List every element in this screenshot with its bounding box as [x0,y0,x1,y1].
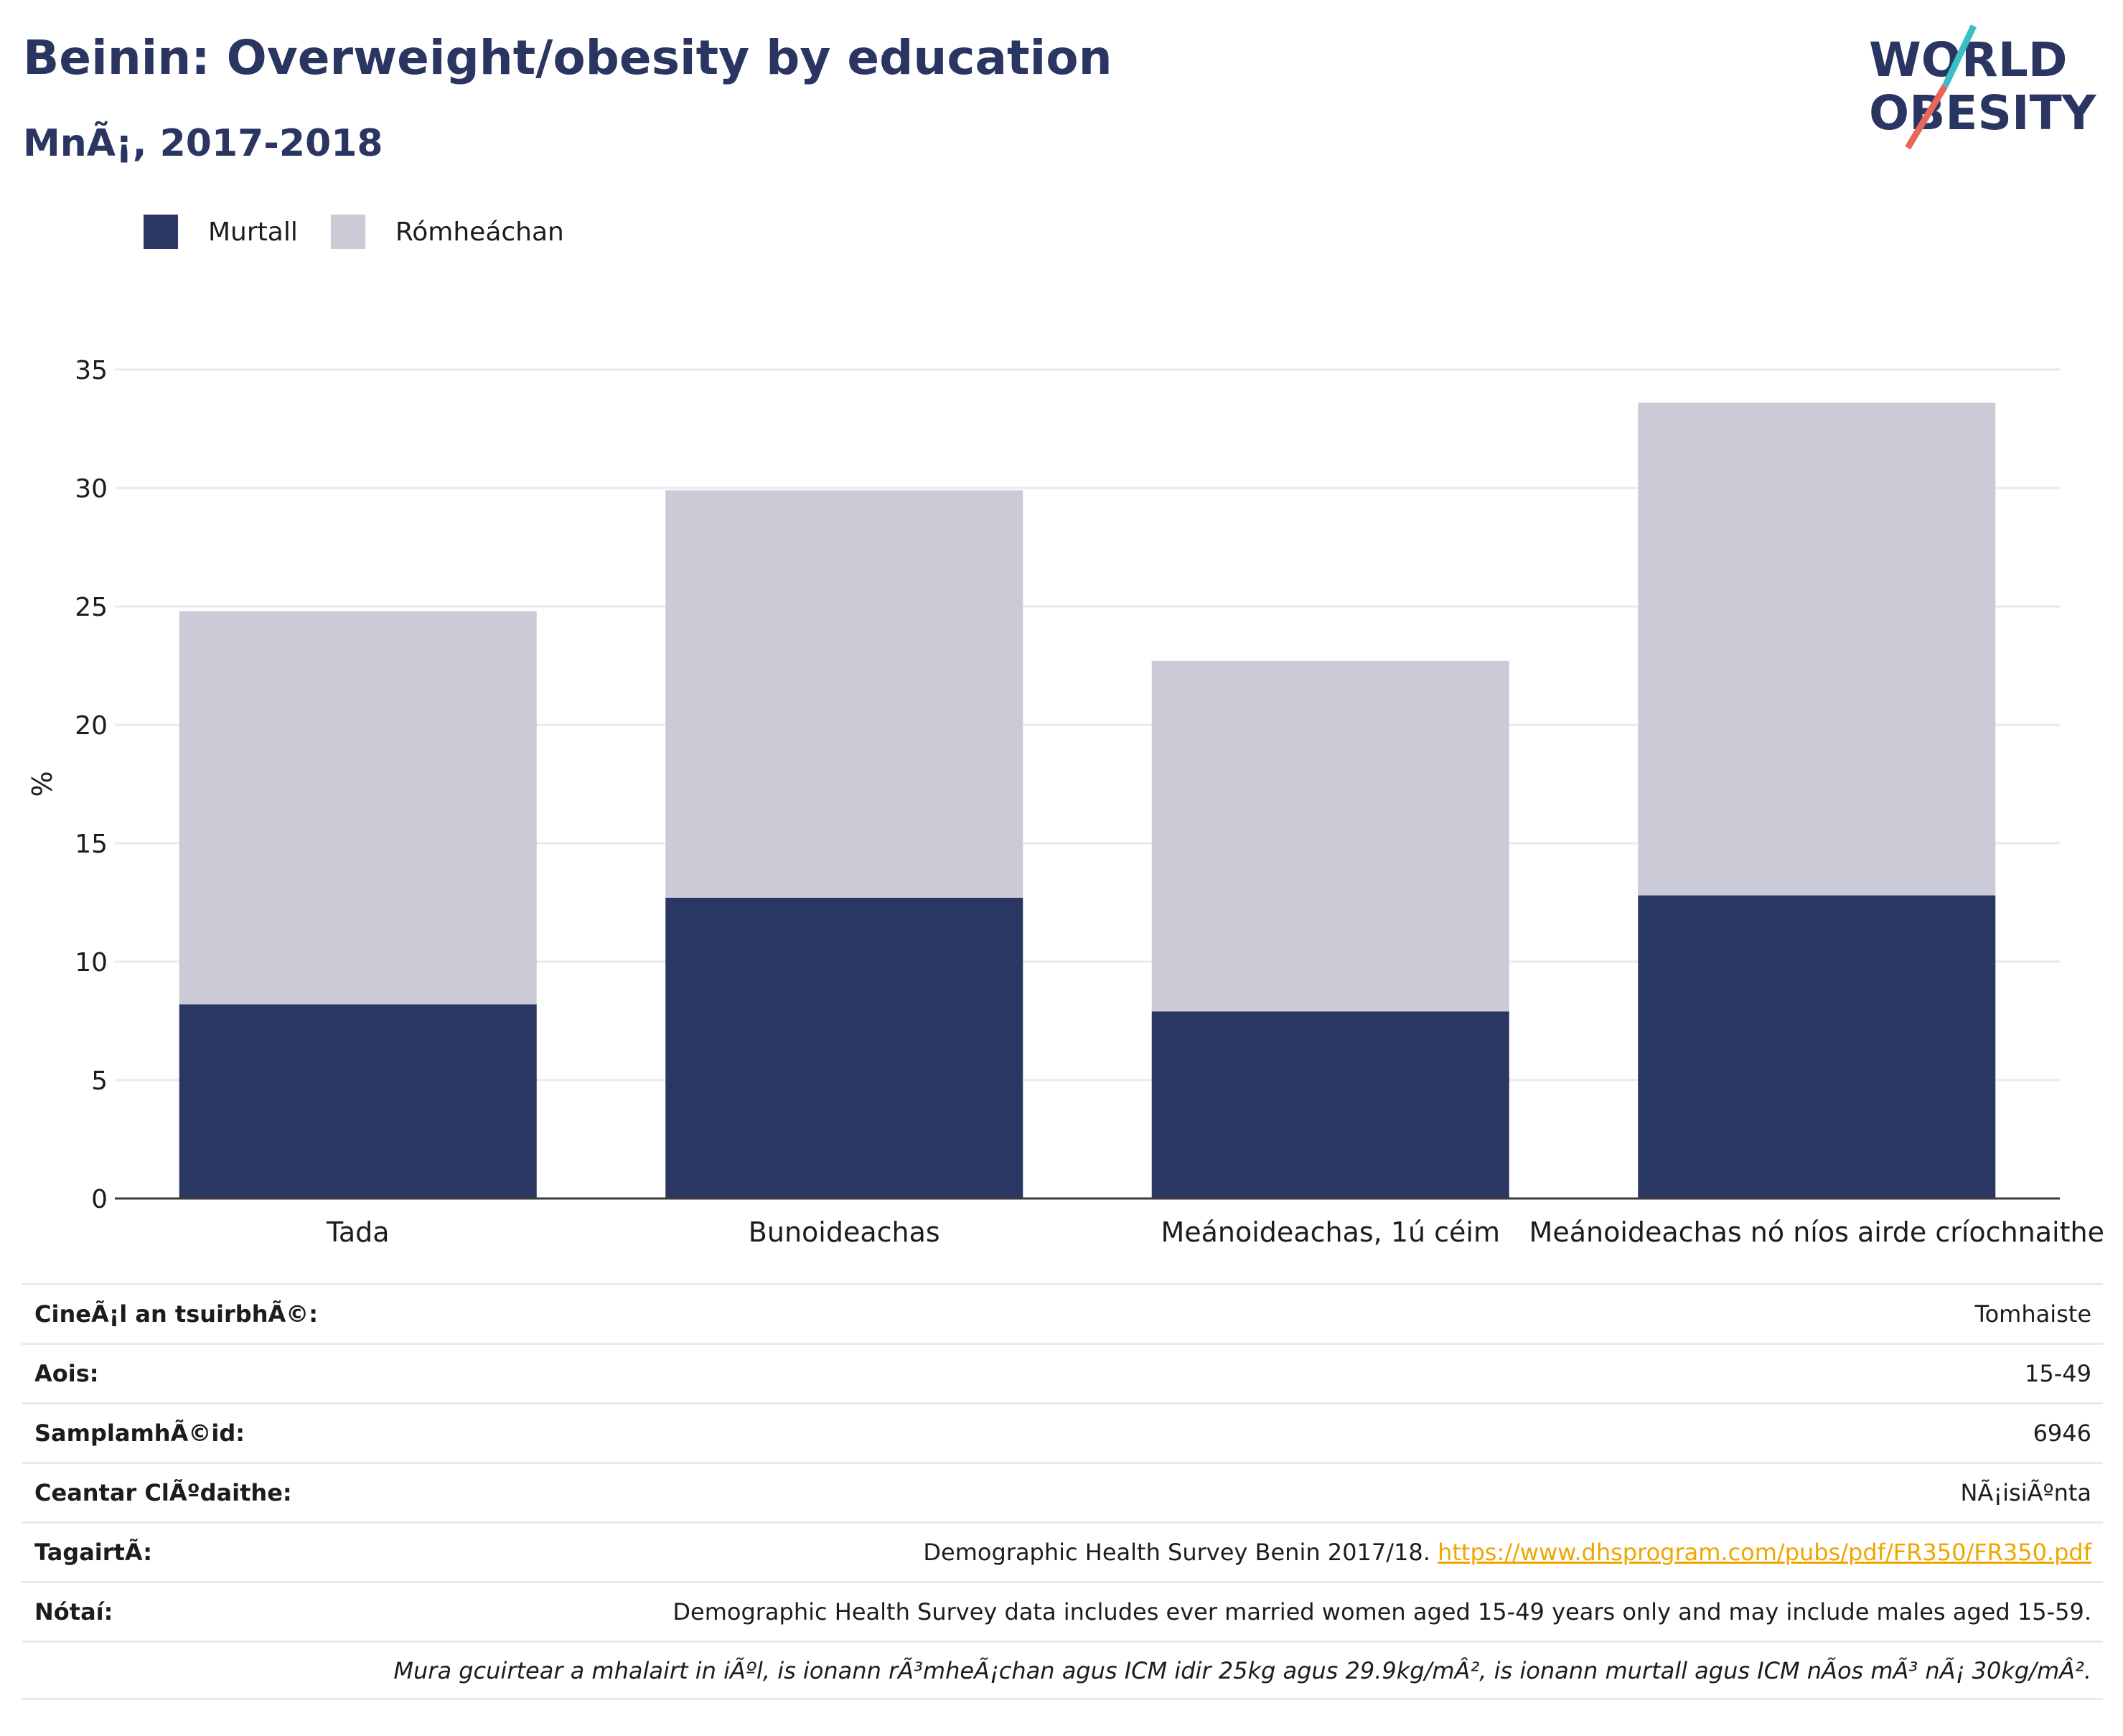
info-row-area: Ceantar ClÃºdaithe: NÃ¡isiÃºnta [22,1462,2103,1521]
y-tick-label: 15 [75,830,108,859]
info-table: CineÃ¡l an tsuirbhÃ©: Tomhaiste Aois: 15… [22,1283,2103,1700]
legend-label-murtall: Murtall [208,217,298,247]
bar-romheachan [665,490,1023,898]
x-tick-label: Meánoideachas nó níos airde críochnaithe [1529,1216,2104,1248]
info-row-footnote: Mura gcuirtear a mhalairt in iÃºl, is io… [22,1641,2103,1700]
info-row-age: Aois: 15-49 [22,1343,2103,1402]
reference-text: Demographic Health Survey Benin 2017/18. [923,1539,1430,1566]
bar-murtall [1151,1011,1509,1198]
bar-romheachan [1638,403,1996,896]
logo-slash-red [1905,84,1948,150]
logo-line2: OBESITY [1869,85,2097,141]
y-tick-label: 25 [75,593,108,622]
bar-romheachan [1151,660,1509,1012]
info-value: 6946 [2033,1420,2091,1447]
info-value: 15-49 [2025,1360,2091,1387]
world-obesity-logo: WORLD OBESITY [1869,24,2097,150]
bar-murtall [1638,895,1996,1198]
info-value: Tomhaiste [1974,1300,2091,1328]
y-tick-label: 30 [75,474,108,504]
legend-item-murtall[interactable]: Murtall [144,215,298,249]
bar-chart: 0 5 10 15 20 25 30 35% Tada Bunoideachas Meánoidea… [27,356,2104,1248]
y-tick-label: 5 [91,1066,108,1096]
bar-murtall [665,897,1023,1198]
y-tick-label: 35 [75,356,108,385]
legend-swatch-murtall [144,215,178,249]
info-label: CineÃ¡l an tsuirbhÃ©: [34,1300,319,1328]
chart-title: Beinin: Overweight/obesity by education [23,30,1112,85]
chart-subtitle: MnÃ¡, 2017-2018 [23,122,383,165]
x-tick-label: Tada [326,1216,390,1248]
y-axis-label: % [27,771,58,797]
legend-item-romheachan[interactable]: Rómheáchan [330,215,564,249]
y-tick-label: 10 [75,948,108,977]
y-tick-label: 20 [75,711,108,741]
legend-swatch-romheachan [330,215,365,249]
info-label: TagairtÃ: [34,1539,152,1566]
info-label: Ceantar ClÃºdaithe: [34,1479,292,1506]
info-value: Demographic Health Survey data includes … [672,1598,2091,1625]
info-row-reference: TagairtÃ: Demographic Health Survey Beni… [22,1521,2103,1581]
y-tick-label: 0 [91,1185,108,1214]
footnote: Mura gcuirtear a mhalairt in iÃºl, is io… [393,1656,2091,1684]
bar-murtall [179,1004,537,1198]
x-tick-label: Bunoideachas [749,1216,940,1248]
info-label: Nótaí: [34,1598,113,1625]
info-row-sample: SamplamhÃ©id: 6946 [22,1402,2103,1462]
x-tick-label: Meánoideachas, 1ú céim [1161,1216,1500,1248]
legend: Murtall Rómheáchan [144,214,597,250]
bar-romheachan [179,611,537,1005]
logo-slash-teal [1941,24,1977,88]
legend-label-romheachan: Rómheáchan [395,217,564,247]
info-row-survey-type: CineÃ¡l an tsuirbhÃ©: Tomhaiste [22,1283,2103,1343]
info-label: Aois: [34,1360,99,1387]
info-label: SamplamhÃ©id: [34,1420,245,1447]
info-value: NÃ¡isiÃºnta [1960,1479,2091,1506]
reference-link[interactable]: https://www.dhsprogram.com/pubs/pdf/FR35… [1438,1539,2091,1566]
info-value-reference: Demographic Health Survey Benin 2017/18.… [923,1539,2091,1566]
info-row-notes: Nótaí: Demographic Health Survey data in… [22,1581,2103,1641]
